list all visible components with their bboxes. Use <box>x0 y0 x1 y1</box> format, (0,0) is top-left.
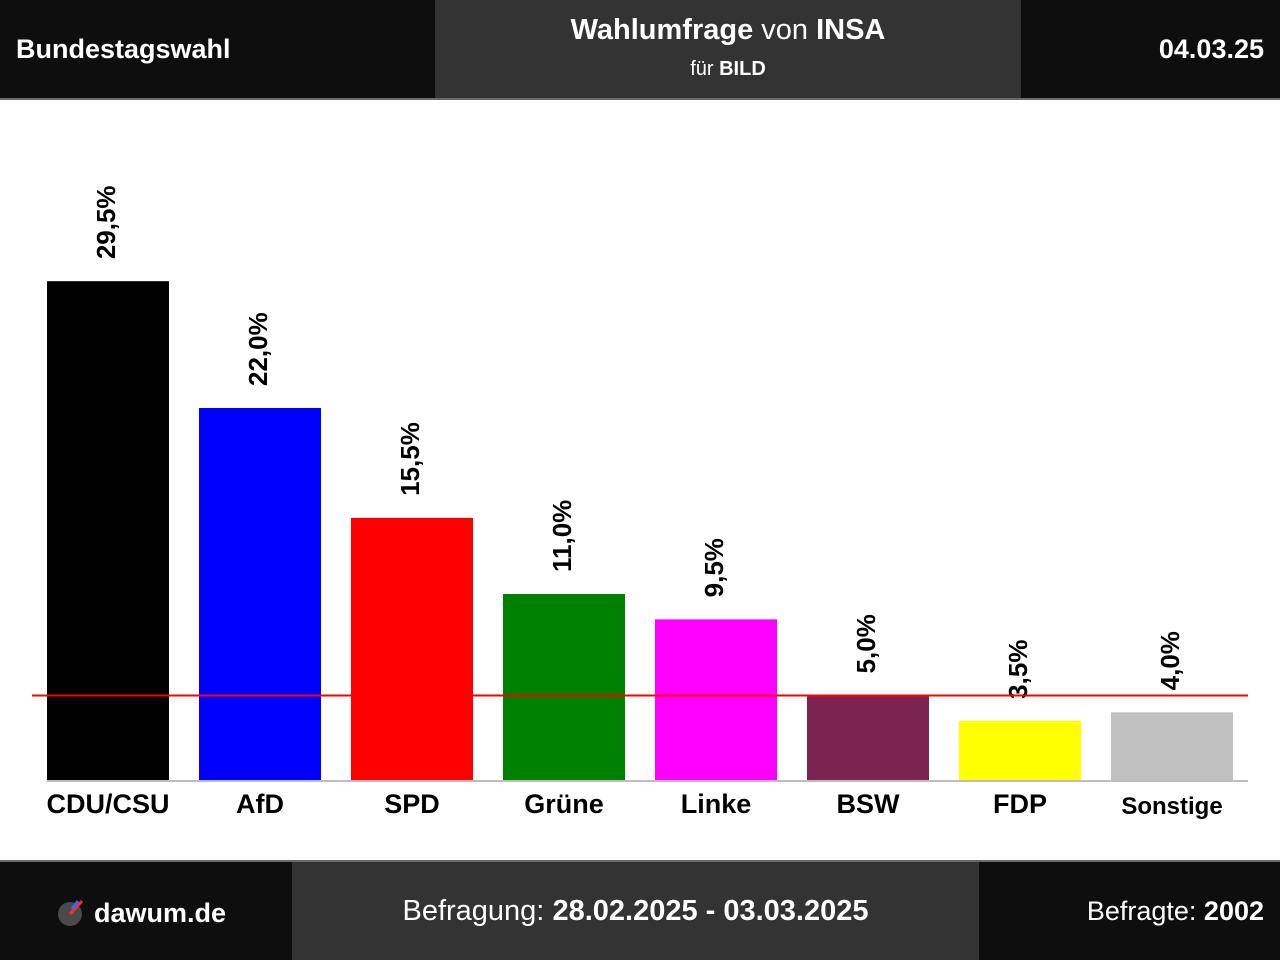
respondents: Befragte: 2002 <box>1087 862 1264 960</box>
brand-name: dawum.de <box>94 898 227 928</box>
category-label-7: Sonstige <box>1121 793 1222 820</box>
respondents-label: Befragte: <box>1086 896 1197 926</box>
survey-period: Befragung: 28.02.2025 - 03.03.2025 <box>292 862 979 960</box>
poll-title-box: Wahlumfrage von INSA für BILD <box>435 0 1021 98</box>
category-label-4: Linke <box>681 789 752 819</box>
value-label-6: 3,5% <box>1003 640 1033 699</box>
value-label-2: 15,5% <box>395 422 425 496</box>
bar-7 <box>1111 712 1233 780</box>
poll-title-main: Wahlumfrage <box>570 14 754 46</box>
footer-bar: dawum.de Befragung: 28.02.2025 - 03.03.2… <box>0 860 1280 960</box>
header-bar: Bundestagswahl Wahlumfrage von INSA für … <box>0 0 1280 100</box>
value-label-4: 9,5% <box>699 538 729 597</box>
bar-3 <box>503 593 625 780</box>
bar-5 <box>807 695 929 780</box>
bar-4 <box>655 619 777 780</box>
poll-subtitle: für BILD <box>435 58 1021 81</box>
election-type: Bundestagswahl <box>16 34 231 64</box>
poll-subtitle-prefix: für <box>690 58 714 80</box>
category-label-0: CDU/CSU <box>46 789 169 819</box>
poll-bar-chart: 29,5% CDU/CSU 22,0% AfD 15,5% SPD 11,0% Grüne 9,… <box>32 185 1248 820</box>
value-label-5: 5,0% <box>851 614 881 673</box>
poll-title-von: von <box>761 14 809 46</box>
category-label-5: BSW <box>837 789 901 819</box>
bar-1 <box>199 407 321 780</box>
value-label-0: 29,5% <box>91 185 121 259</box>
publish-date: 04.03.25 <box>1158 34 1264 64</box>
respondents-value: 2002 <box>1203 896 1264 926</box>
survey-period-value: 28.02.2025 - 03.03.2025 <box>552 895 869 927</box>
bar-2 <box>351 517 473 780</box>
category-label-3: Grüne <box>524 789 604 819</box>
bar-0 <box>47 281 169 780</box>
dawum-logo-icon <box>58 899 84 926</box>
brand[interactable]: dawum.de <box>56 862 226 960</box>
value-label-1: 22,0% <box>243 312 273 386</box>
category-label-1: AfD <box>236 789 284 819</box>
poll-institute: INSA <box>816 14 886 46</box>
category-label-2: SPD <box>384 789 440 819</box>
poll-title: Wahlumfrage von INSA <box>435 14 1021 47</box>
value-label-7: 4,0% <box>1155 631 1185 690</box>
survey-period-label: Befragung: <box>402 895 545 927</box>
category-label-6: FDP <box>993 789 1047 819</box>
poll-client: BILD <box>719 58 766 80</box>
bar-6 <box>959 720 1081 780</box>
value-label-3: 11,0% <box>547 500 577 572</box>
